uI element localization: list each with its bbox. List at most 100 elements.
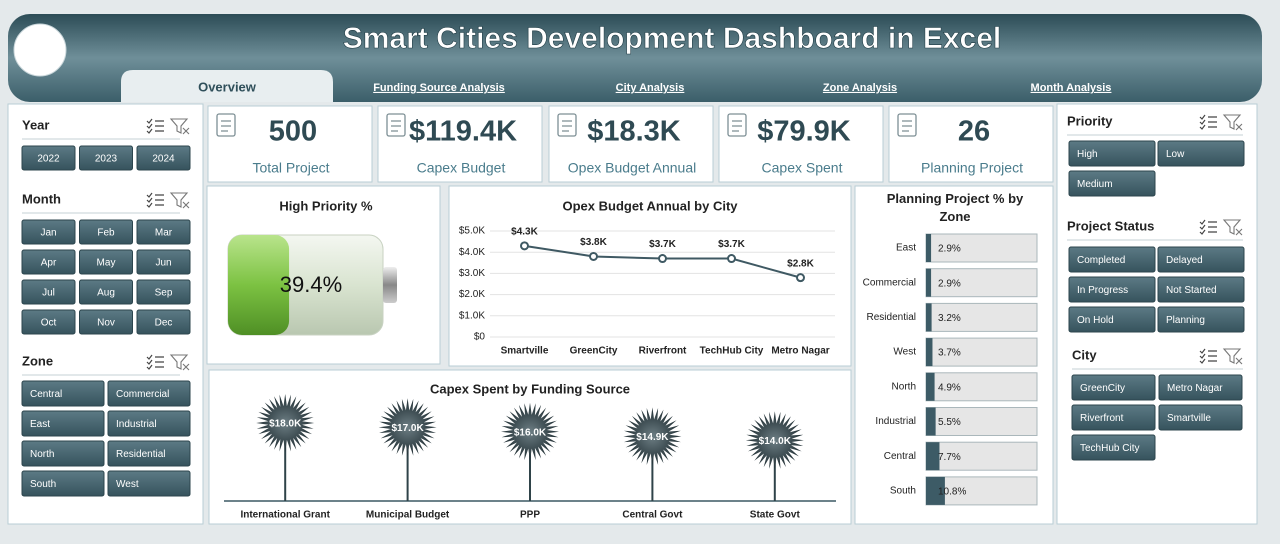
button-label[interactable]: Smartville (1167, 413, 1211, 424)
icon-stroke (897, 113, 917, 137)
clear-filter-icon[interactable] (169, 118, 190, 135)
button-label[interactable]: Not Started (1166, 285, 1217, 296)
slicer-button[interactable]: TechHub City (1071, 434, 1156, 461)
slicer-button[interactable]: Delayed (1157, 246, 1245, 273)
slicer-button[interactable]: Dec (136, 309, 191, 335)
slicer-button[interactable]: In Progress (1068, 276, 1156, 303)
slicer-button[interactable]: West (107, 470, 191, 497)
clear-filter-icon[interactable] (1222, 219, 1243, 236)
slicer-button[interactable]: 2024 (136, 145, 191, 171)
clear-filter-icon[interactable] (1222, 114, 1243, 131)
button-label[interactable]: Jul (42, 288, 55, 299)
tab-label[interactable]: Month Analysis (1031, 82, 1112, 94)
slicer-button[interactable]: Not Started (1157, 276, 1245, 303)
button-label[interactable]: Central (30, 389, 62, 400)
slicer-button[interactable]: Nov (79, 309, 133, 335)
button-label[interactable]: Apr (41, 258, 57, 269)
button-label[interactable]: High (1077, 149, 1098, 160)
button-label[interactable]: Mar (155, 228, 173, 239)
button-label[interactable]: 2024 (152, 154, 175, 165)
bar-track (925, 372, 1038, 402)
kpi-value: 26 (958, 116, 990, 148)
button-label[interactable]: Dec (155, 318, 173, 329)
button-label[interactable]: Jan (40, 228, 56, 239)
slicer-button[interactable]: South (21, 470, 105, 497)
button-label[interactable]: Jun (155, 258, 171, 269)
slicer-button[interactable]: Mar (136, 219, 191, 245)
clear-filter-icon[interactable] (169, 354, 190, 371)
bar-track (925, 233, 1038, 263)
slicer-button[interactable]: Aug (79, 279, 133, 305)
button-label[interactable]: Sep (155, 288, 173, 299)
button-label[interactable]: West (116, 479, 139, 490)
tab-label[interactable]: Zone Analysis (823, 82, 897, 94)
slicer-button[interactable]: East (21, 410, 105, 437)
slicer-button[interactable]: Low (1157, 140, 1245, 167)
multi-select-icon[interactable] (1199, 219, 1217, 235)
slicer-button[interactable]: Smartville (1158, 404, 1243, 431)
icon-stroke (146, 192, 164, 198)
clear-filter-icon[interactable] (169, 192, 190, 209)
button-label[interactable]: Delayed (1166, 255, 1203, 266)
tab-label[interactable]: Funding Source Analysis (373, 82, 505, 94)
multi-select-icon[interactable] (1199, 348, 1217, 364)
battery-level (228, 235, 290, 335)
slicer-button[interactable]: Riverfront (1071, 404, 1156, 431)
slicer-button[interactable]: Central (21, 380, 105, 407)
slicer-button[interactable]: 2023 (79, 145, 133, 171)
button-label[interactable]: Low (1166, 149, 1185, 160)
button-label[interactable]: East (30, 419, 50, 430)
button-label[interactable]: May (97, 258, 116, 269)
button-label[interactable]: In Progress (1077, 285, 1128, 296)
button-label[interactable]: Planning (1166, 315, 1205, 326)
slicer-button[interactable]: Oct (21, 309, 76, 335)
slicer-button[interactable]: Jul (21, 279, 76, 305)
slicer-button[interactable]: Feb (79, 219, 133, 245)
clear-filter-icon[interactable] (1222, 348, 1243, 365)
slicer-button[interactable]: On Hold (1068, 306, 1156, 333)
slicer-button[interactable]: North (21, 440, 105, 467)
button-label[interactable]: Completed (1077, 255, 1125, 266)
button-label[interactable]: Commercial (116, 389, 169, 400)
slicer-button[interactable]: Planning (1157, 306, 1245, 333)
button-label[interactable]: Riverfront (1080, 413, 1124, 424)
button-label[interactable]: Feb (97, 228, 115, 239)
button-label[interactable]: Industrial (116, 419, 157, 430)
opex-card (448, 185, 852, 367)
slicer-button[interactable]: Commercial (107, 380, 191, 407)
button-label[interactable]: Residential (116, 449, 165, 460)
button-label[interactable]: Medium (1077, 179, 1113, 190)
button-label[interactable]: TechHub City (1080, 443, 1139, 454)
button-label[interactable]: Oct (41, 318, 57, 329)
button-label[interactable]: 2023 (95, 154, 118, 165)
slicer-button[interactable]: Medium (1068, 170, 1156, 197)
slicer-button[interactable]: Sep (136, 279, 191, 305)
slicer-button[interactable]: 2022 (21, 145, 76, 171)
point (727, 254, 736, 264)
multi-select-icon[interactable] (146, 118, 164, 134)
button-label[interactable]: 2022 (37, 154, 60, 165)
button-label[interactable]: Metro Nagar (1167, 383, 1223, 394)
slicer-button[interactable]: Jan (21, 219, 76, 245)
multi-select-icon[interactable] (146, 354, 164, 370)
slicer-button[interactable]: High (1068, 140, 1156, 167)
x-tick-label: Central Govt (622, 510, 683, 521)
tab-label[interactable]: City Analysis (616, 82, 685, 94)
slicer-button[interactable]: Completed (1068, 246, 1156, 273)
slicer-button[interactable]: GreenCity (1071, 374, 1156, 401)
tab-label[interactable]: Overview (198, 79, 257, 94)
button-label[interactable]: Nov (97, 318, 115, 329)
slicer-button[interactable]: Jun (136, 249, 191, 275)
button-label[interactable]: GreenCity (1080, 383, 1125, 394)
slicer-button[interactable]: Metro Nagar (1158, 374, 1243, 401)
button-label[interactable]: South (30, 479, 56, 490)
button-label[interactable]: On Hold (1077, 315, 1114, 326)
slicer-button[interactable]: Apr (21, 249, 76, 275)
multi-select-icon[interactable] (146, 192, 164, 208)
slicer-button[interactable]: Industrial (107, 410, 191, 437)
slicer-button[interactable]: Residential (107, 440, 191, 467)
slicer-button[interactable]: May (79, 249, 133, 275)
multi-select-icon[interactable] (1199, 114, 1217, 130)
button-label[interactable]: North (30, 449, 54, 460)
button-label[interactable]: Aug (97, 288, 115, 299)
